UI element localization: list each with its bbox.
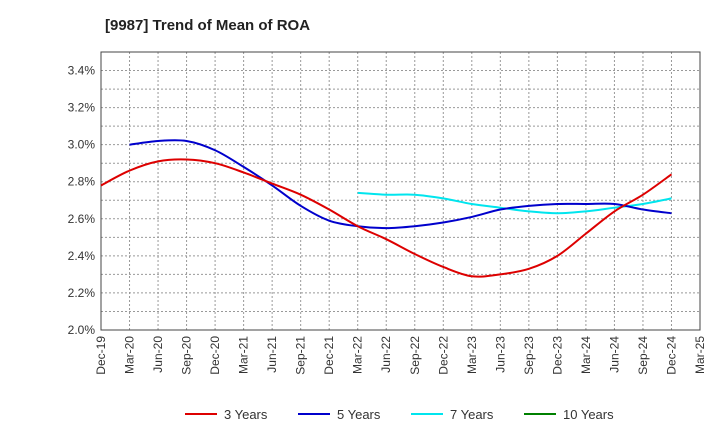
plot-area xyxy=(101,52,700,330)
y-tick-label: 3.0% xyxy=(68,138,96,152)
x-tick-label: Jun-21 xyxy=(265,336,279,373)
x-tick-label: Dec-24 xyxy=(664,336,678,375)
x-tick-label: Sep-20 xyxy=(180,336,194,375)
x-tick-label: Dec-22 xyxy=(436,336,450,375)
x-tick-label: Mar-22 xyxy=(351,336,365,374)
x-tick-label: Sep-24 xyxy=(636,336,650,375)
x-tick-label: Dec-21 xyxy=(322,336,336,375)
x-tick-label: Mar-20 xyxy=(123,336,137,374)
x-tick-label: Jun-24 xyxy=(607,336,621,373)
x-tick-label: Jun-20 xyxy=(151,336,165,373)
y-tick-label: 3.4% xyxy=(68,64,96,78)
x-tick-label: Mar-25 xyxy=(693,336,707,374)
series-line-7-years xyxy=(357,191,672,215)
y-tick-label: 2.4% xyxy=(68,249,96,263)
legend-label-3-years: 3 Years xyxy=(224,407,268,422)
x-tick-label: Dec-23 xyxy=(550,336,564,375)
x-tick-label: Mar-24 xyxy=(579,336,593,374)
x-tick-label: Sep-22 xyxy=(408,336,422,375)
y-tick-label: 2.8% xyxy=(68,175,96,189)
x-tick-label: Mar-21 xyxy=(237,336,251,374)
y-tick-label: 2.2% xyxy=(68,286,96,300)
y-tick-label: 2.0% xyxy=(68,323,96,337)
x-tick-label: Dec-19 xyxy=(94,336,108,375)
y-tick-label: 3.2% xyxy=(68,101,96,115)
x-tick-label: Mar-23 xyxy=(465,336,479,374)
chart-title: [9987] Trend of Mean of ROA xyxy=(105,17,310,34)
plot-frame xyxy=(100,51,701,331)
series-line-3-years xyxy=(100,158,673,278)
legend-label-5-years: 5 Years xyxy=(337,407,381,422)
x-tick-label: Dec-20 xyxy=(208,336,222,375)
x-tick-label: Jun-23 xyxy=(493,336,507,373)
x-tick-label: Sep-21 xyxy=(294,336,308,375)
x-tick-label: Jun-22 xyxy=(379,336,393,373)
y-tick-label: 2.6% xyxy=(68,212,96,226)
legend-label-10-years: 10 Years xyxy=(563,407,614,422)
x-tick-label: Sep-23 xyxy=(522,336,536,375)
legend-label-7-years: 7 Years xyxy=(450,407,494,422)
series-line-5-years xyxy=(129,139,672,230)
